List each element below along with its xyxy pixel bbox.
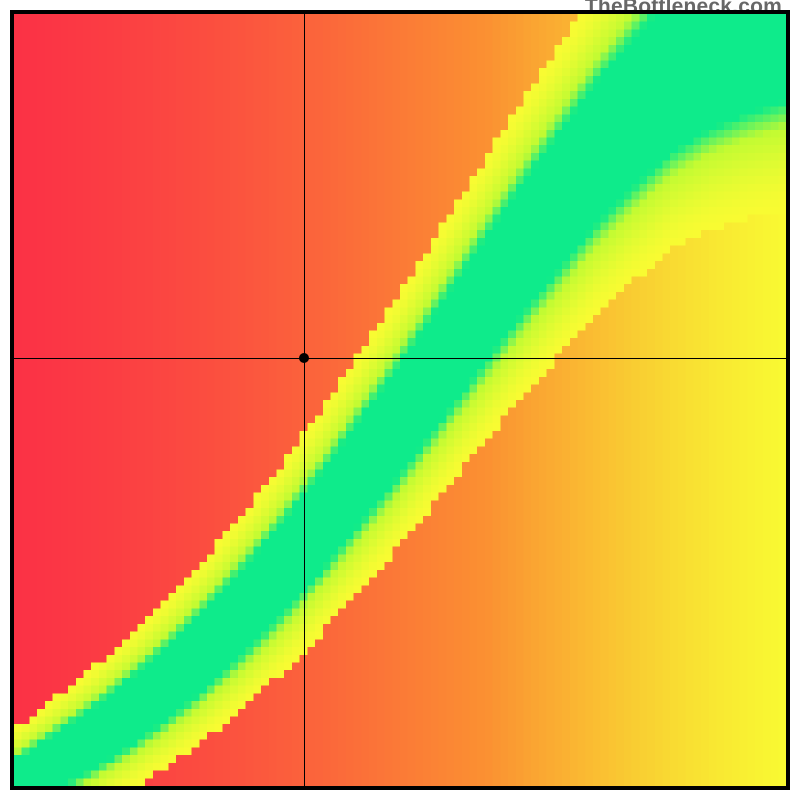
crosshair-vertical-line bbox=[304, 14, 305, 786]
crosshair-marker-dot bbox=[299, 353, 309, 363]
crosshair-horizontal-line bbox=[14, 358, 786, 359]
bottleneck-heatmap bbox=[14, 14, 786, 786]
chart-container: TheBottleneck.com bbox=[0, 0, 800, 800]
